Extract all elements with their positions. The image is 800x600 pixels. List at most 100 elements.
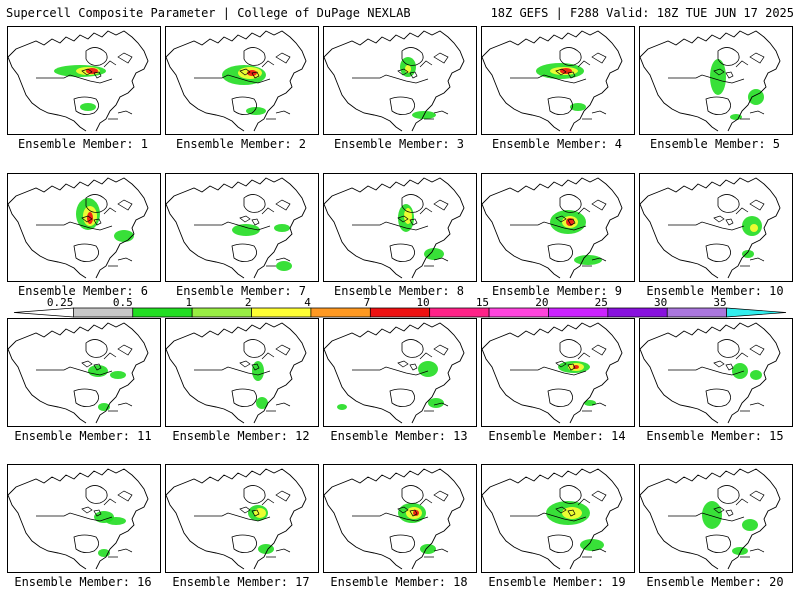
scp-contour (742, 250, 754, 258)
ensemble-member-map (165, 26, 319, 135)
map-outline (194, 221, 271, 231)
ensemble-member-map (639, 318, 793, 427)
map-plot (8, 468, 149, 570)
color-scale-tick-label: 30 (654, 296, 667, 309)
scp-contour (732, 363, 748, 379)
ensemble-member-label: Ensemble Member: 16 (14, 575, 152, 589)
map-outline (8, 468, 149, 570)
map-outline (705, 534, 731, 553)
scp-contour (232, 224, 260, 236)
map-outline (261, 344, 291, 412)
map-outline (352, 512, 429, 522)
scp-contour (337, 404, 347, 410)
map-outline (261, 199, 291, 267)
map-outline (705, 388, 731, 407)
ensemble-member-map (481, 464, 635, 573)
map-plot (482, 30, 623, 132)
scp-contour (742, 519, 758, 531)
map-plot (8, 177, 149, 279)
ensemble-member-map (7, 26, 161, 135)
ensemble-member-map (639, 26, 793, 135)
map-outline (352, 221, 429, 231)
map-outline (36, 74, 113, 84)
map-plot (166, 177, 307, 279)
color-bin (429, 307, 490, 318)
map-plot (482, 322, 623, 424)
ensemble-member-label: Ensemble Member: 20 (646, 575, 784, 589)
scp-contour (256, 397, 268, 409)
map-plot (324, 322, 465, 424)
map-outline (166, 468, 307, 570)
map-outline (547, 243, 573, 262)
map-outline (36, 366, 113, 376)
ensemble-member-map (323, 464, 477, 573)
map-outline (547, 388, 573, 407)
map-outline (8, 322, 149, 424)
map-outline (324, 30, 465, 132)
scp-contour (730, 114, 742, 120)
color-scale-tick-label: 1 (186, 296, 193, 309)
map-outline (717, 194, 740, 213)
map-outline (85, 485, 108, 504)
map-outline (103, 344, 133, 412)
map-outline (510, 74, 587, 84)
ensemble-member-label: Ensemble Member: 9 (491, 284, 623, 298)
color-bin (488, 307, 549, 318)
map-outline (389, 243, 415, 262)
map-outline (419, 52, 449, 120)
map-outline (243, 339, 266, 358)
color-scale-bar: 0.25 0.5 1 2 4 7 10 15 20 25 30 35 (13, 296, 787, 318)
ensemble-member-label: Ensemble Member: 14 (488, 429, 626, 443)
map-outline (73, 388, 99, 407)
map-outline (194, 366, 271, 376)
map-outline (36, 221, 113, 231)
map-outline (352, 366, 429, 376)
map-outline (194, 512, 271, 522)
ensemble-member-label: Ensemble Member: 3 (333, 137, 465, 151)
map-outline (103, 52, 133, 120)
map-outline (668, 221, 745, 231)
color-bin (73, 307, 134, 318)
map-outline (419, 344, 449, 412)
color-bin (13, 307, 74, 318)
map-outline (668, 74, 745, 84)
map-outline (401, 485, 424, 504)
color-bin (666, 307, 727, 318)
map-outline (166, 30, 307, 132)
color-scale-tick-label: 25 (595, 296, 608, 309)
map-outline (640, 30, 781, 132)
map-outline (85, 194, 108, 213)
color-scale-tick-label: 0.25 (47, 296, 74, 309)
map-outline (510, 366, 587, 376)
color-scale-tick-label: 7 (364, 296, 371, 309)
map-outline (735, 344, 765, 412)
ensemble-member-map (7, 464, 161, 573)
map-outline (85, 47, 108, 66)
color-scale-tick-label: 35 (713, 296, 726, 309)
map-outline (577, 344, 607, 412)
map-outline (243, 485, 266, 504)
scp-contour (110, 371, 126, 379)
map-outline (81, 360, 102, 371)
map-plot (324, 468, 465, 570)
map-outline (705, 96, 731, 115)
map-plot (166, 30, 307, 132)
map-outline (482, 30, 623, 132)
color-scale-tick-label: 20 (535, 296, 548, 309)
ensemble-member-label: Ensemble Member: 10 (646, 284, 784, 298)
color-scale-tick-label: 2 (245, 296, 252, 309)
scp-contour (413, 510, 419, 516)
map-outline (261, 490, 291, 558)
map-outline (555, 215, 576, 226)
map-outline (397, 360, 418, 371)
scp-contour (88, 365, 108, 377)
map-outline (261, 52, 291, 120)
map-outline (559, 194, 582, 213)
map-outline (239, 506, 260, 517)
scp-contour (710, 59, 726, 95)
map-outline (231, 534, 257, 553)
scp-contour (732, 547, 748, 555)
ensemble-member-map (481, 173, 635, 282)
ensemble-member-label: Ensemble Member: 5 (649, 137, 781, 151)
ensemble-member-label: Ensemble Member: 18 (330, 575, 468, 589)
